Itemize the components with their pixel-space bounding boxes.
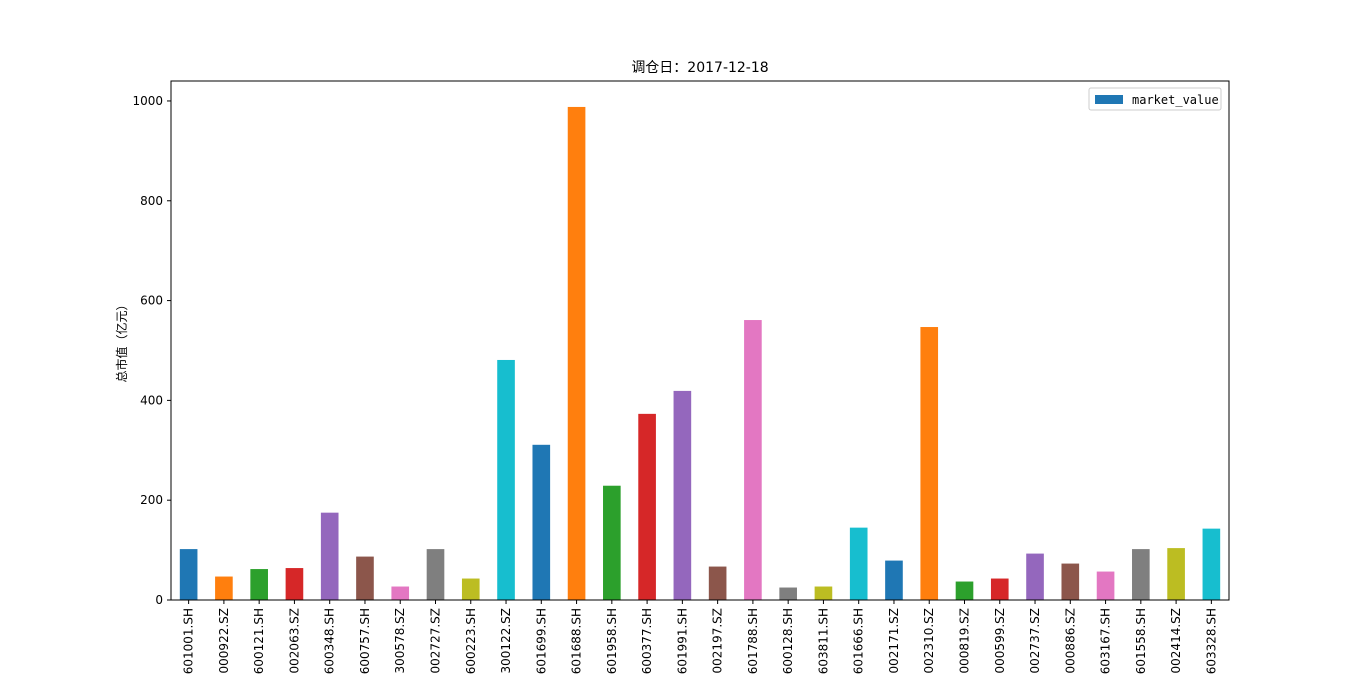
x-tick-label: 600121.SH: [252, 608, 266, 674]
bar-603328.SH: [1202, 528, 1221, 600]
bar-603811.SH: [814, 586, 833, 600]
x-tick-label: 000922.SZ: [217, 608, 231, 673]
bar-600128.SH: [779, 587, 797, 600]
x-tick-label: 601558.SH: [1134, 608, 1148, 674]
y-tick-label: 0: [155, 593, 163, 607]
x-tick-label: 601666.SH: [852, 608, 866, 674]
x-tick-label: 600128.SH: [781, 608, 795, 674]
bar-002727.SZ: [426, 549, 445, 600]
x-tick-label: 002727.SZ: [429, 608, 443, 673]
bar-000886.SZ: [1061, 563, 1080, 600]
legend: market_value: [1088, 87, 1222, 111]
bar-600757.SH: [356, 556, 374, 600]
x-tick-label: 601788.SH: [746, 608, 760, 674]
x-tick-label: 601958.SH: [605, 608, 619, 674]
x-tick-label: 002197.SZ: [711, 608, 725, 673]
bar-600121.SH: [250, 569, 268, 600]
plot-area-frame: [170, 80, 1230, 601]
bars: [179, 106, 1221, 600]
x-tick-label: 000599.SZ: [993, 608, 1007, 673]
legend-swatch: [1095, 95, 1123, 104]
legend-box: [1088, 87, 1222, 111]
x-axis-ticks: 601001.SH 000922.SZ 600121.SH 002063.SZ 6003…: [182, 600, 1218, 674]
x-tick-label: 300122.SZ: [499, 608, 513, 673]
bar-002197.SZ: [708, 566, 727, 600]
bar-300578.SZ: [391, 586, 410, 600]
bar-002737.SZ: [1026, 553, 1044, 600]
bar-601958.SH: [603, 485, 621, 600]
bar-002310.SZ: [920, 327, 939, 600]
x-tick-label: 002171.SZ: [887, 608, 901, 673]
y-axis-label: 总市值（亿元）: [114, 298, 129, 382]
x-tick-label: 603328.SH: [1204, 608, 1218, 674]
x-tick-label: 002414.SZ: [1169, 608, 1183, 673]
y-tick-label: 800: [140, 194, 163, 208]
bar-603167.SH: [1096, 571, 1115, 600]
x-tick-label: 600348.SH: [323, 608, 337, 674]
bar-601666.SH: [849, 527, 868, 600]
bar-601788.SH: [744, 320, 762, 600]
x-tick-label: 601699.SH: [534, 608, 548, 674]
x-tick-label: 600223.SH: [464, 608, 478, 674]
x-tick-label: 000886.SZ: [1063, 608, 1077, 673]
bar-600348.SH: [320, 512, 339, 600]
y-tick-label: 1000: [132, 94, 163, 108]
y-tick-label: 600: [140, 294, 163, 308]
bar-601001.SH: [179, 549, 198, 600]
bar-601991.SH: [673, 390, 692, 600]
x-tick-label: 603811.SH: [816, 608, 830, 674]
x-tick-label: 000819.SZ: [958, 608, 972, 673]
bar-002414.SZ: [1167, 548, 1185, 600]
bar-601558.SH: [1132, 549, 1150, 600]
bar-300122.SZ: [497, 359, 515, 600]
x-tick-label: 600377.SH: [640, 608, 654, 674]
x-tick-label: 002310.SZ: [922, 608, 936, 673]
y-axis-ticks: 0 200 400 600 800 1000: [132, 94, 171, 607]
x-tick-label: 601991.SH: [675, 608, 689, 674]
bar-002171.SZ: [885, 560, 903, 600]
x-tick-label: 002737.SZ: [1028, 608, 1042, 673]
bar-000922.SZ: [215, 576, 233, 600]
x-tick-label: 601688.SH: [570, 608, 584, 674]
bar-000819.SZ: [955, 581, 974, 600]
x-tick-label: 300578.SZ: [393, 608, 407, 673]
bar-000599.SZ: [990, 578, 1009, 600]
x-tick-label: 600757.SH: [358, 608, 372, 674]
chart-title: 调仓日：2017-12-18: [631, 60, 768, 76]
bar-601699.SH: [532, 444, 551, 600]
y-tick-label: 400: [140, 393, 163, 407]
y-tick-label: 200: [140, 493, 163, 507]
bar-002063.SZ: [285, 568, 304, 600]
bar-600377.SH: [638, 413, 656, 600]
bar-600223.SH: [461, 578, 480, 600]
x-tick-label: 601001.SH: [182, 608, 196, 674]
x-tick-label: 603167.SH: [1099, 608, 1113, 674]
bar-601688.SH: [567, 106, 586, 600]
x-tick-label: 002063.SZ: [287, 608, 301, 673]
legend-label: market_value: [1132, 93, 1219, 107]
